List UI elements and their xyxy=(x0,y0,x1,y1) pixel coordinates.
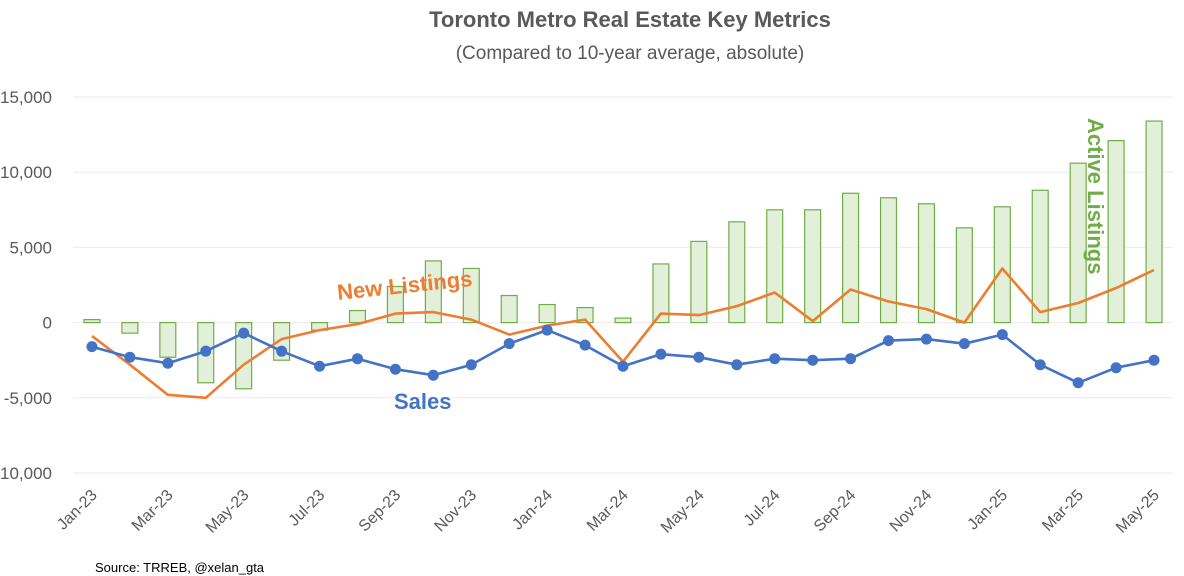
line-series xyxy=(86,267,1160,400)
sales-point xyxy=(389,363,401,375)
active-listings-bar xyxy=(879,197,898,324)
sales-point xyxy=(769,353,781,365)
active-listings-bar xyxy=(235,322,253,390)
sales-point xyxy=(1148,354,1160,366)
y-tick-label: -5,000 xyxy=(4,389,52,408)
sales-point xyxy=(996,329,1008,341)
sales-point xyxy=(351,353,363,365)
y-axis-ticks: 15,000 10,000 5,000 0 -5,000 -10,000 xyxy=(0,88,52,483)
active-listings-bar xyxy=(1031,189,1049,324)
x-tick-label: Nov-24 xyxy=(887,487,936,536)
active-listings-bar xyxy=(1145,120,1163,324)
sales-point xyxy=(920,333,932,345)
active-listings-bar xyxy=(1069,162,1087,324)
sales-point xyxy=(465,359,477,371)
sales-point xyxy=(427,369,439,381)
x-tick-label: May-25 xyxy=(1113,487,1163,537)
sales-point xyxy=(731,359,743,371)
sales-point xyxy=(845,353,857,365)
annotation-sales: Sales xyxy=(394,389,452,414)
sales-point xyxy=(807,354,819,366)
sales-point xyxy=(314,360,326,372)
active-listings-bar xyxy=(83,318,101,324)
x-tick-label: Jan-24 xyxy=(509,487,556,534)
active-listings-bar xyxy=(538,303,556,324)
sales-point xyxy=(276,345,288,357)
active-listings-bar xyxy=(842,192,860,324)
active-listings-bar xyxy=(804,209,822,324)
active-listings-bar xyxy=(614,317,632,324)
chart-subtitle: (Compared to 10-year average, absolute) xyxy=(456,43,805,64)
y-tick-label: 10,000 xyxy=(0,163,52,182)
active-listings-bar xyxy=(917,203,936,324)
x-axis-ticks: Jan-23 Mar-23 May-23 Jul-23 Sep-23 Nov-23 Jan-… xyxy=(54,487,1163,537)
sales-point xyxy=(200,345,212,357)
annotation-active-listings: Active Listings xyxy=(1083,118,1108,274)
active-listings-bar xyxy=(348,309,367,324)
x-tick-label: May-23 xyxy=(203,487,253,537)
source-note: Source: TRREB, @xelan_gta xyxy=(95,560,265,575)
x-tick-label: Jul-23 xyxy=(286,487,329,530)
sales-point xyxy=(693,351,705,363)
active-listings-bar xyxy=(728,221,746,324)
chart-title: Toronto Metro Real Estate Key Metrics xyxy=(429,7,831,32)
active-listings-bar xyxy=(766,209,784,324)
sales-point xyxy=(1034,359,1046,371)
active-listings-bar xyxy=(500,294,518,324)
y-tick-label: -10,000 xyxy=(0,464,52,483)
active-listings-bar xyxy=(576,306,594,324)
sales-point xyxy=(86,341,98,353)
active-listings-bar xyxy=(121,322,139,334)
x-tick-label: Jul-24 xyxy=(741,487,784,530)
x-tick-label: Sep-24 xyxy=(811,487,860,536)
active-listings-bar xyxy=(1107,140,1125,324)
y-tick-label: 5,000 xyxy=(9,238,52,257)
sales-point xyxy=(238,327,250,339)
sales-point xyxy=(162,357,174,369)
active-listings-bar xyxy=(424,260,442,324)
active-listings-bars xyxy=(83,120,1163,390)
x-tick-label: Mar-25 xyxy=(1039,487,1087,535)
active-listings-bar xyxy=(159,322,177,358)
sales-point xyxy=(124,351,136,363)
active-listings-bar xyxy=(652,263,670,324)
x-tick-label: Jan-25 xyxy=(965,487,1012,534)
sales-point xyxy=(1072,377,1084,389)
sales-point xyxy=(1110,362,1122,374)
x-tick-label: Nov-23 xyxy=(432,487,481,536)
x-tick-label: Sep-23 xyxy=(356,487,405,536)
active-listings-bar xyxy=(955,227,973,324)
annotation-new-listings: New Listings xyxy=(336,266,474,305)
y-tick-label: 0 xyxy=(43,314,52,333)
sales-point xyxy=(655,348,667,360)
x-tick-label: Jan-23 xyxy=(54,487,101,534)
x-tick-label: May-24 xyxy=(658,487,708,537)
active-listings-bar xyxy=(690,240,708,324)
sales-point xyxy=(503,338,515,350)
gridlines xyxy=(73,96,1173,474)
sales-point xyxy=(883,335,895,347)
sales-point xyxy=(617,360,629,372)
sales-point xyxy=(958,338,970,350)
x-tick-label: Mar-24 xyxy=(584,487,632,535)
active-listings-bar xyxy=(462,267,480,324)
active-listings-bar xyxy=(993,206,1011,324)
sales-point xyxy=(579,339,591,351)
sales-point xyxy=(541,324,553,336)
y-tick-label: 15,000 xyxy=(0,88,52,107)
x-tick-label: Mar-23 xyxy=(129,487,177,535)
